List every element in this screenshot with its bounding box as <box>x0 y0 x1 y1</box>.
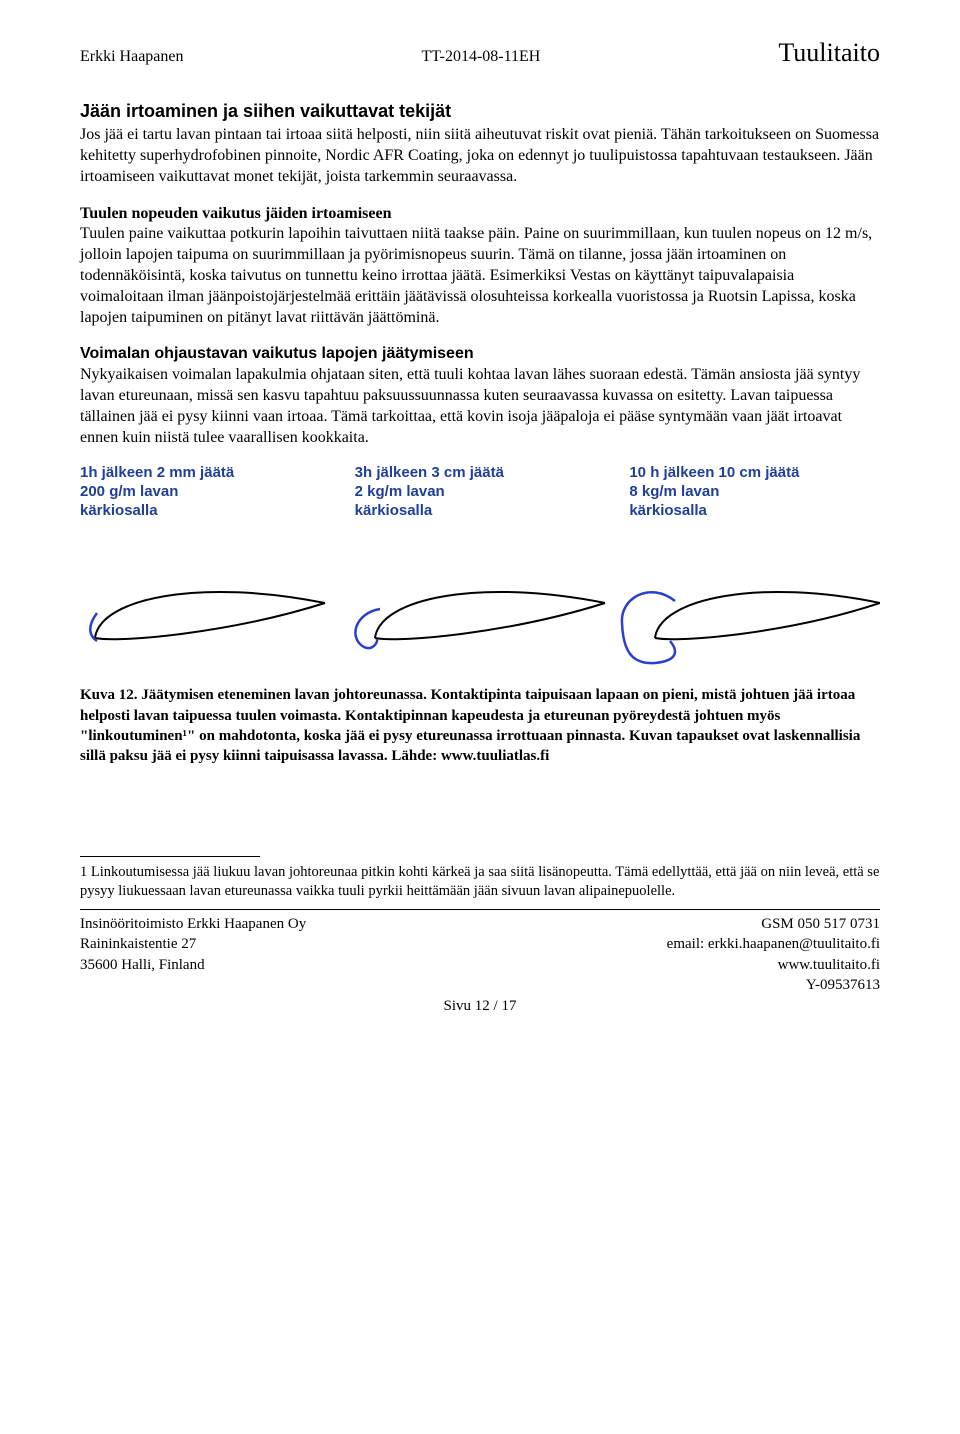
footer-regid: Y-09537613 <box>667 975 880 995</box>
footer-email: email: erkki.haapanen@tuulitaito.fi <box>667 934 880 954</box>
footer-url: www.tuulitaito.fi <box>667 955 880 975</box>
header-docref: TT-2014-08-11EH <box>422 47 541 68</box>
header-brand: Tuulitaito <box>778 36 880 70</box>
figure-labels-row: 1h jälkeen 2 mm jäätä 200 g/m lavan kärk… <box>80 464 880 524</box>
airfoil-diagram <box>80 533 880 673</box>
footnote-rule <box>80 856 260 857</box>
footnote-1: 1 Linkoutumisessa jää liukuu lavan johto… <box>80 863 880 901</box>
footer-address: Raininkaistentie 27 <box>80 934 306 954</box>
section-title: Jään irtoaminen ja siihen vaikuttavat te… <box>80 100 880 123</box>
footer-phone: GSM 050 517 0731 <box>667 914 880 934</box>
figure-label-3: 10 h jälkeen 10 cm jäätä 8 kg/m lavan kä… <box>629 464 880 520</box>
footer-city: 35600 Halli, Finland <box>80 955 306 975</box>
intro-paragraph: Jos jää ei tartu lavan pintaan tai irtoa… <box>80 125 880 187</box>
figure-12: 1h jälkeen 2 mm jäätä 200 g/m lavan kärk… <box>80 464 880 766</box>
figure-label-2: 3h jälkeen 3 cm jäätä 2 kg/m lavan kärki… <box>355 464 606 520</box>
footer-rule <box>80 909 880 910</box>
page: Erkki Haapanen TT-2014-08-11EH Tuulitait… <box>0 0 960 1434</box>
subhead-1: Tuulen nopeuden vaikutus jäiden irtoamis… <box>80 204 880 225</box>
header-author: Erkki Haapanen <box>80 47 184 68</box>
figure-label-1: 1h jälkeen 2 mm jäätä 200 g/m lavan kärk… <box>80 464 331 520</box>
page-header: Erkki Haapanen TT-2014-08-11EH Tuulitait… <box>80 36 880 70</box>
page-footer: Insinööritoimisto Erkki Haapanen Oy Rain… <box>80 914 880 995</box>
paragraph-1: Tuulen paine vaikuttaa potkurin lapoihin… <box>80 224 880 328</box>
page-number: Sivu 12 / 17 <box>80 997 880 1017</box>
footer-right: GSM 050 517 0731 email: erkki.haapanen@t… <box>667 914 880 995</box>
subhead-2: Voimalan ohjaustavan vaikutus lapojen jä… <box>80 344 880 365</box>
paragraph-2: Nykyaikaisen voimalan lapakulmia ohjataa… <box>80 365 880 448</box>
footer-company: Insinööritoimisto Erkki Haapanen Oy <box>80 914 306 934</box>
figure-caption: Kuva 12. Jäätymisen eteneminen lavan joh… <box>80 685 880 766</box>
footer-left: Insinööritoimisto Erkki Haapanen Oy Rain… <box>80 914 306 995</box>
